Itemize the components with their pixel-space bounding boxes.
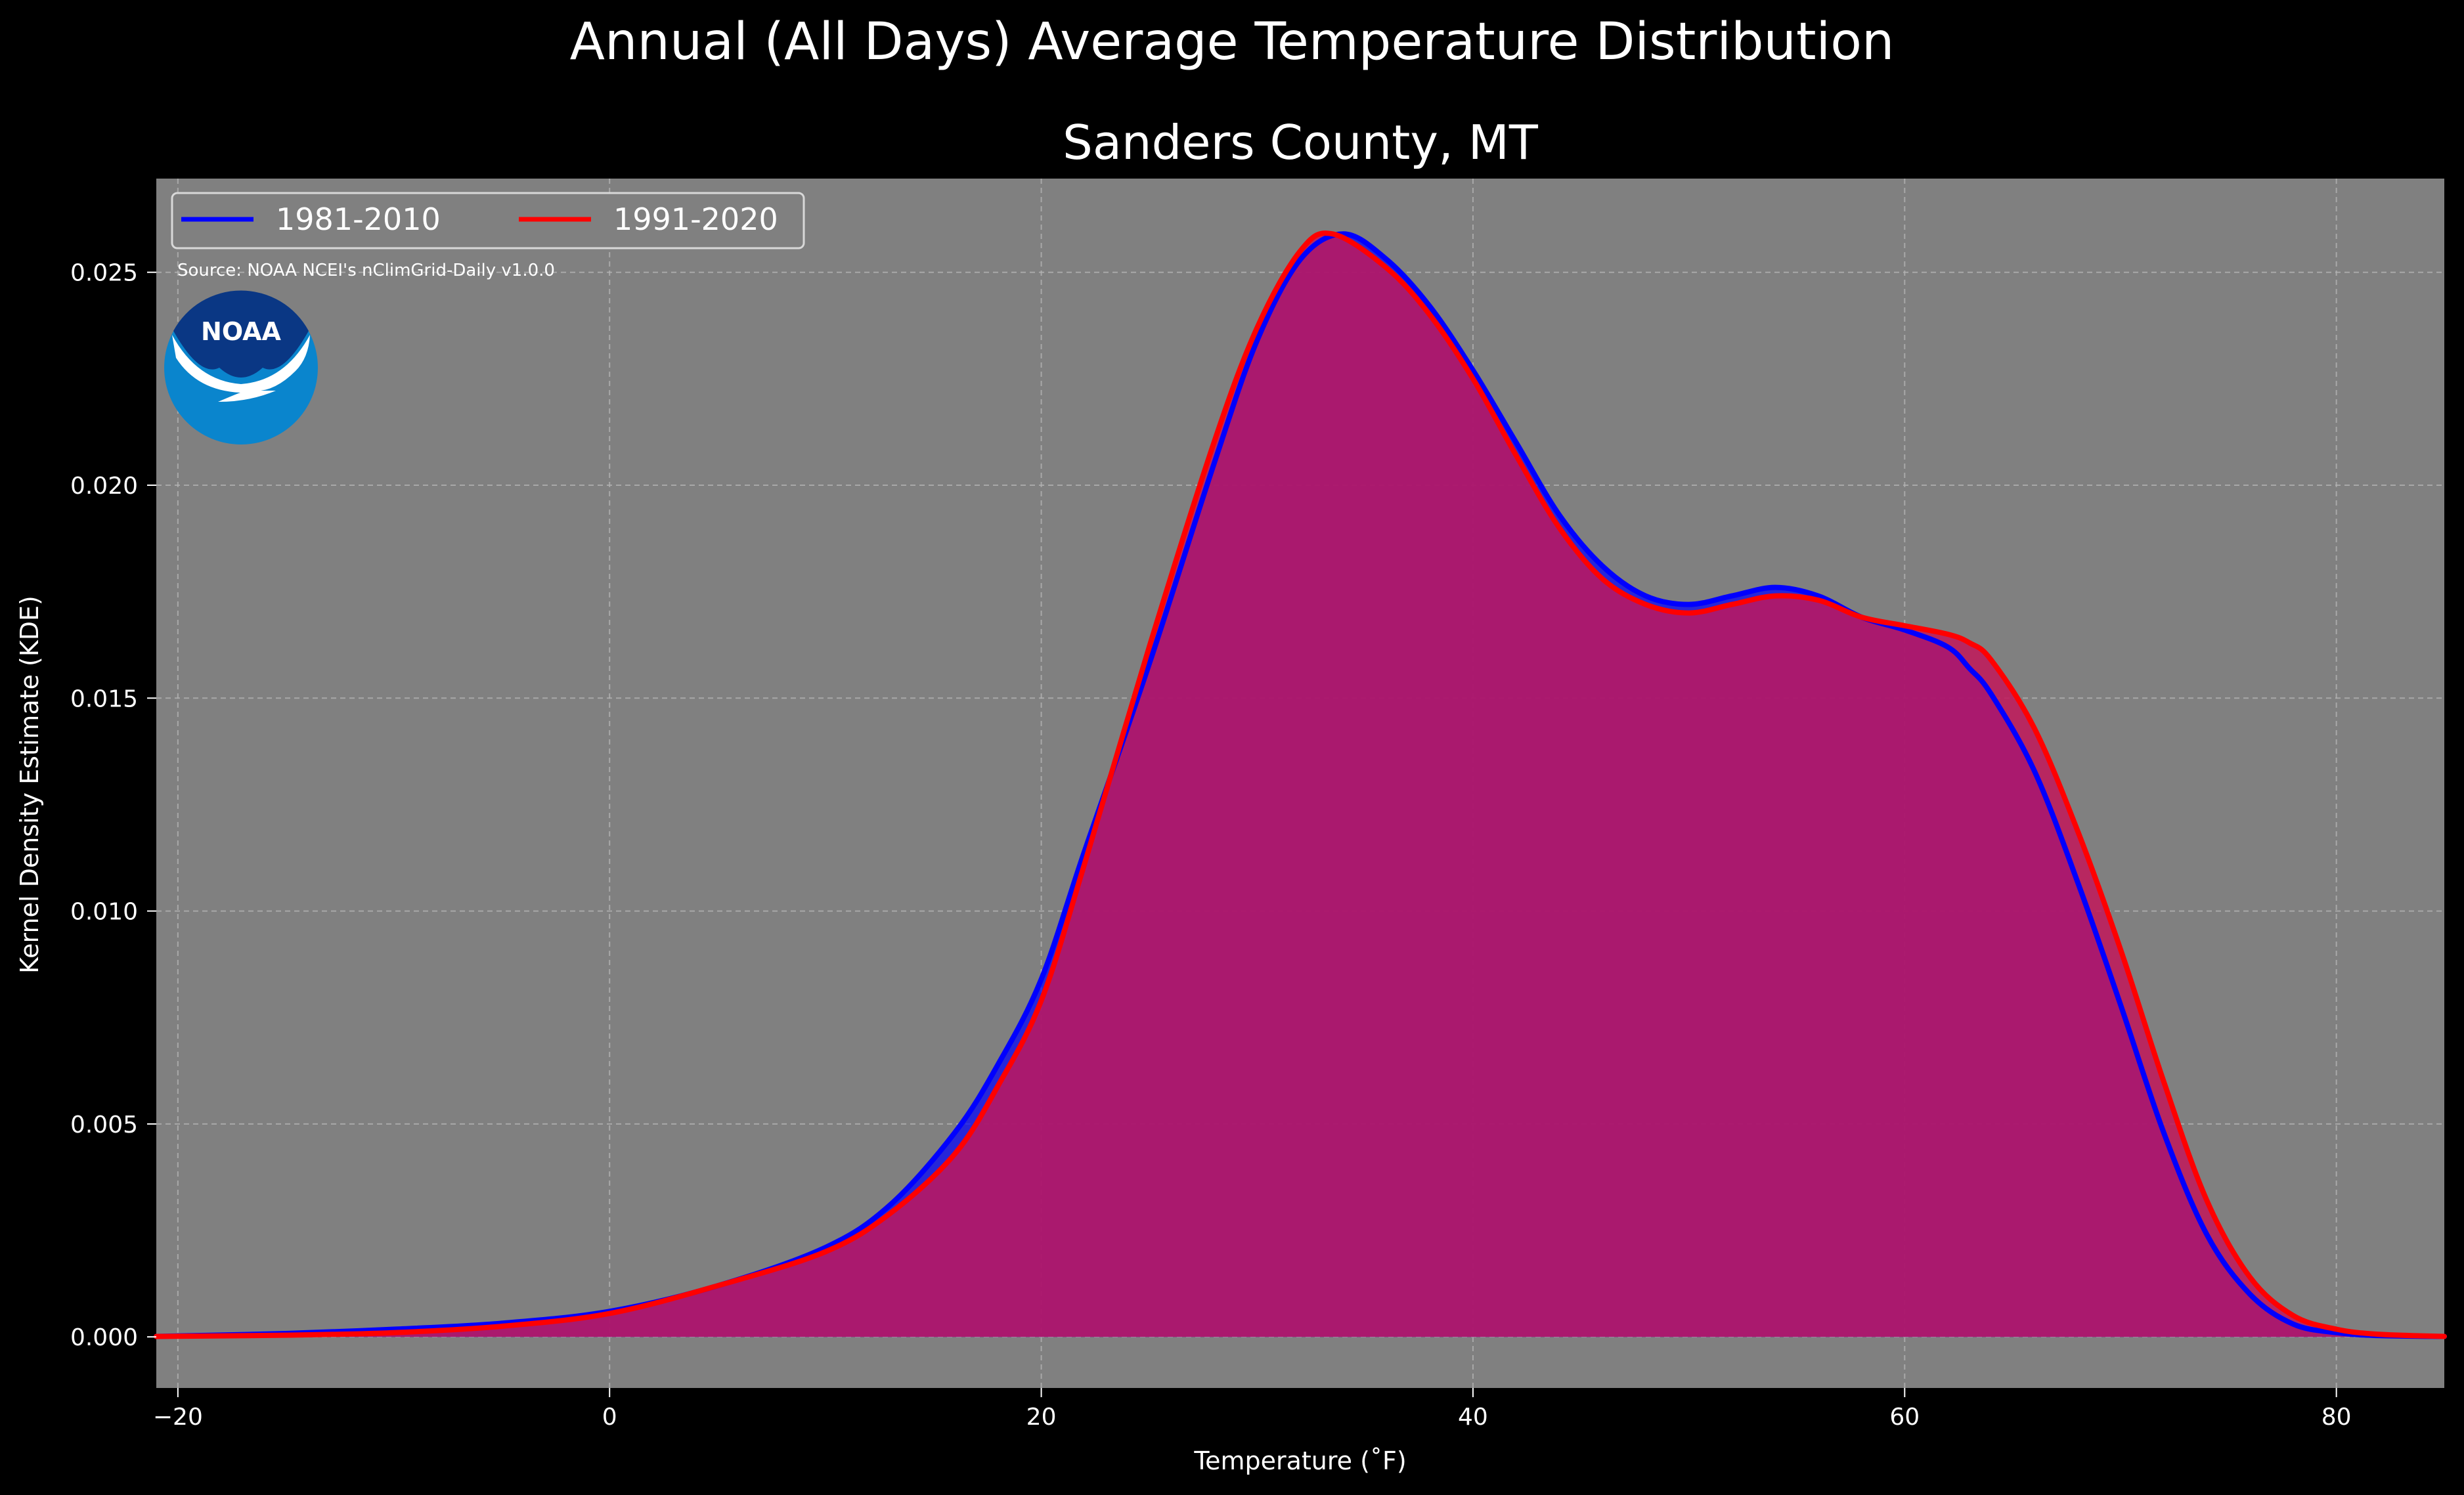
noaa-logo: NOAA xyxy=(164,290,318,444)
x-tick-label-0: −20 xyxy=(153,1404,203,1431)
series-layer xyxy=(154,230,2447,1339)
x-tick-label-2: 20 xyxy=(1026,1404,1057,1431)
y-tick-label-0: 0.000 xyxy=(70,1324,138,1351)
legend-label-1981-2010: 1981-2010 xyxy=(276,202,441,237)
noaa-logo-top xyxy=(173,290,309,378)
chart-title: Annual (All Days) Average Temperature Di… xyxy=(570,12,1895,72)
series-line-1981-2010 xyxy=(154,231,2447,1339)
x-tick-label-4: 60 xyxy=(1889,1404,1920,1431)
y-tick-label-1: 0.005 xyxy=(70,1112,138,1138)
y-tick-label-4: 0.020 xyxy=(70,473,138,500)
y-tick-label-2: 0.010 xyxy=(70,899,138,926)
series-line-1991-2020 xyxy=(154,230,2447,1339)
series-area-1991-2020 xyxy=(156,233,2444,1337)
y-axis-label: Kernel Density Estimate (KDE) xyxy=(15,596,44,974)
legend-label-1991-2020: 1991-2020 xyxy=(613,202,778,237)
source-note: Source: NOAA NCEI's nClimGrid-Daily v1.0… xyxy=(177,261,555,280)
x-tick-label-5: 80 xyxy=(2321,1404,2352,1431)
noaa-logo-bird xyxy=(172,335,310,402)
noaa-logo-text: NOAA xyxy=(201,317,281,346)
chart-subtitle: Sanders County, MT xyxy=(1063,115,1539,170)
x-tick-label-1: 0 xyxy=(602,1404,617,1431)
legend: 1981-2010 1991-2020 xyxy=(171,192,805,249)
x-tick-label-3: 40 xyxy=(1458,1404,1488,1431)
legend-box xyxy=(171,192,805,249)
x-axis-label: Temperature (˚F) xyxy=(1193,1446,1406,1475)
y-tick-label-5: 0.025 xyxy=(70,260,138,287)
axes: −20 0 20 40 60 80 0.000 0.005 0.010 0.015 0.020 0.0… xyxy=(70,260,2352,1431)
y-tick-label-3: 0.015 xyxy=(70,685,138,712)
